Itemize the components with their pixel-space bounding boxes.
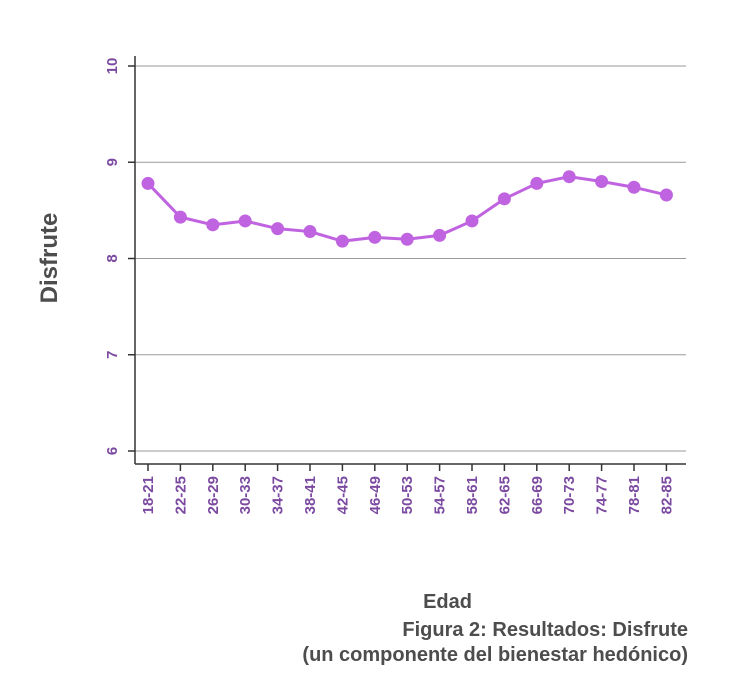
caption-line-2: (un componente del bienestar hedónico) — [302, 644, 688, 666]
y-tick-label: 9 — [104, 158, 121, 166]
x-tick-label: 58-61 — [464, 476, 481, 514]
y-tick-label: 6 — [104, 447, 121, 455]
data-point — [595, 175, 609, 188]
x-tick-label: 22-25 — [172, 476, 189, 514]
line-chart: 6 7 8 9 10 18-21 22-25 26-29 30-33 34-37 38-41 42-… — [36, 56, 686, 514]
data-point — [206, 218, 220, 232]
data-point — [627, 180, 641, 194]
x-tick-label: 62-65 — [496, 476, 513, 514]
data-point — [433, 228, 447, 242]
data-point — [368, 230, 382, 244]
data-point — [271, 222, 285, 236]
data-point — [497, 192, 511, 206]
data-point — [141, 176, 155, 190]
data-point — [303, 225, 317, 239]
y-tick-label: 10 — [104, 58, 121, 75]
data-point — [173, 210, 187, 224]
grid-lines — [135, 65, 686, 452]
axes — [128, 56, 686, 471]
x-tick-label: 18-21 — [140, 476, 157, 514]
x-tick-labels: 18-21 22-25 26-29 30-33 34-37 38-41 42-45 46-49… — [140, 476, 675, 514]
series-line — [146, 175, 667, 243]
y-axis-label: Disfrute — [36, 213, 63, 304]
x-tick-label: 34-37 — [270, 476, 287, 514]
x-tick-label: 74-77 — [594, 476, 611, 514]
x-tick-label: 26-29 — [205, 476, 222, 514]
x-tick-label: 54-57 — [432, 476, 449, 514]
data-point — [465, 214, 479, 228]
data-point — [530, 176, 544, 190]
data-point — [335, 234, 349, 248]
data-point — [659, 188, 673, 202]
series — [141, 170, 673, 248]
x-tick-label: 78-81 — [626, 476, 643, 514]
x-tick-label: 66-69 — [529, 476, 546, 514]
caption-line-1: Figura 2: Resultados: Disfrute — [402, 619, 688, 641]
x-tick-label: 70-73 — [561, 476, 578, 514]
figure-caption: Figura 2: Resultados: Disfrute (un compo… — [302, 618, 688, 668]
x-tick-label: 50-53 — [399, 476, 416, 514]
data-point — [400, 232, 414, 246]
data-point — [238, 214, 252, 228]
x-tick-label: 38-41 — [302, 476, 319, 514]
x-tick-label: 42-45 — [334, 476, 351, 514]
x-tick-label: 30-33 — [237, 476, 254, 514]
y-tick-labels: 6 7 8 9 10 — [104, 58, 121, 456]
y-tick-label: 7 — [104, 351, 121, 359]
x-tick-label: 82-85 — [658, 476, 675, 514]
data-point — [562, 170, 576, 184]
x-tick-label: 46-49 — [367, 476, 384, 514]
x-axis-label: Edad — [423, 591, 472, 613]
y-tick-label: 8 — [104, 254, 121, 262]
